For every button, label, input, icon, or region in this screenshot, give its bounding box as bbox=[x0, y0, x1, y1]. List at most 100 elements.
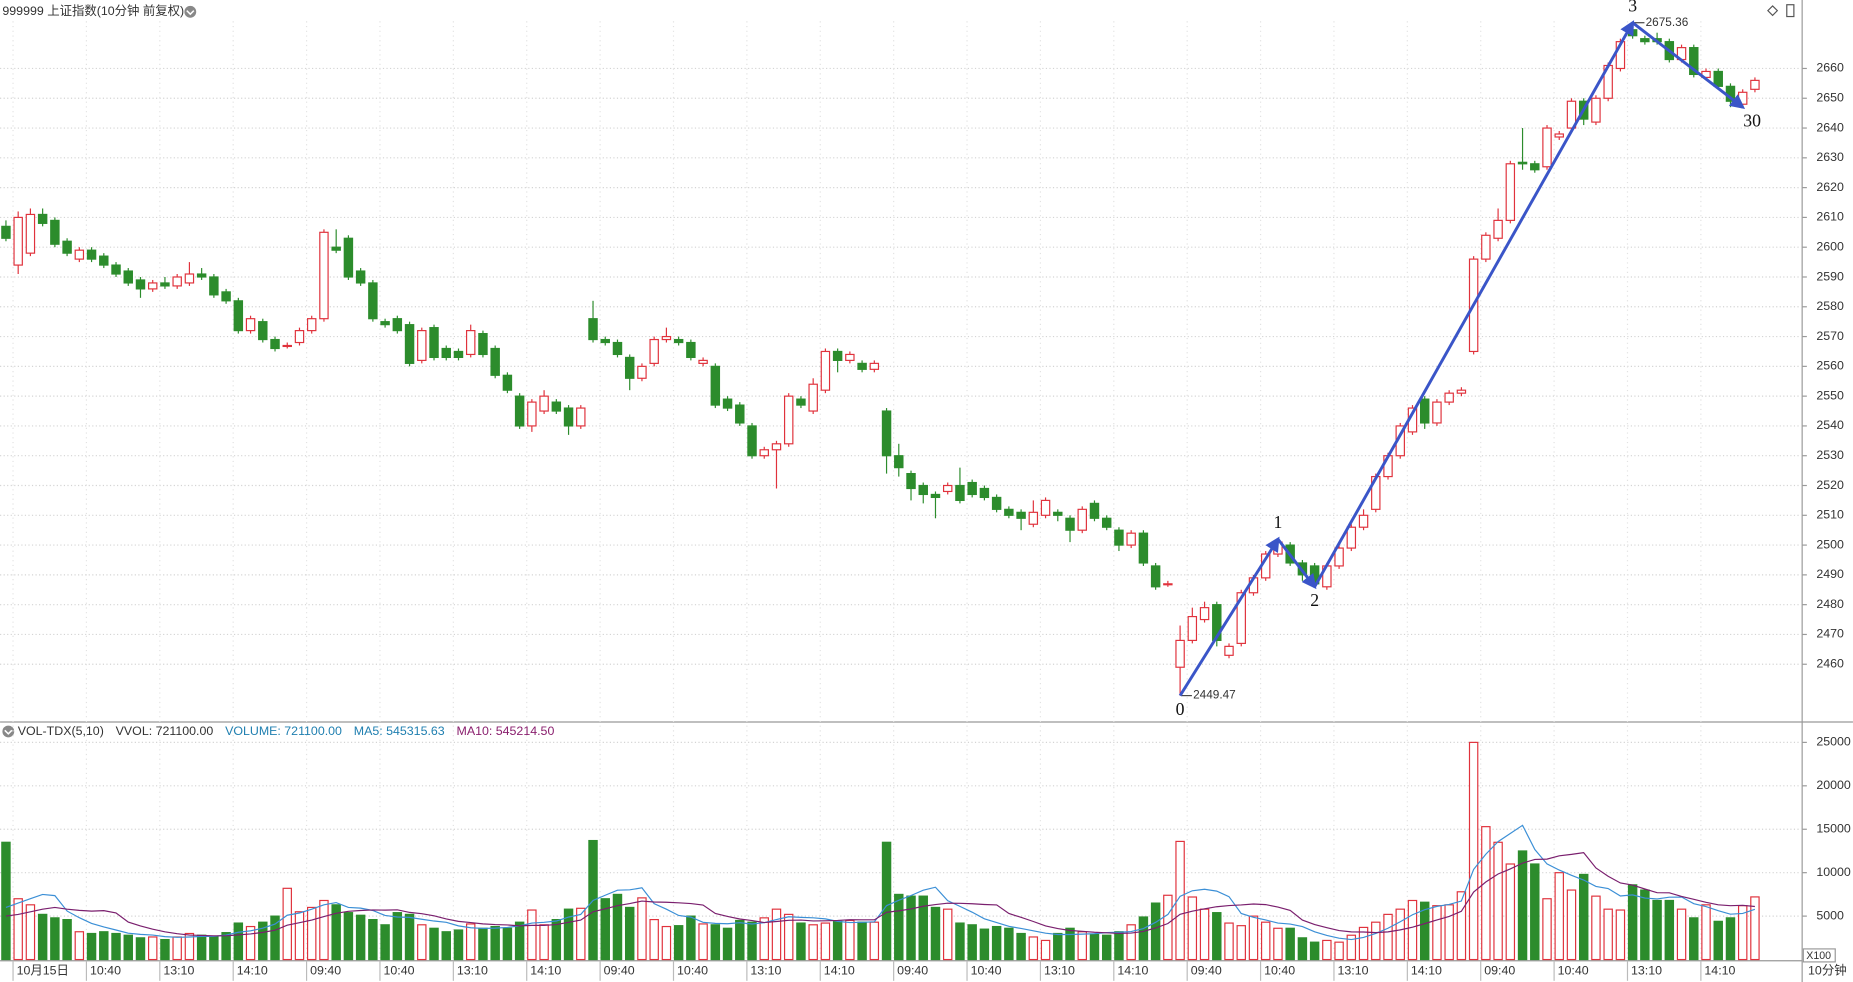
volume-bar bbox=[1285, 927, 1295, 961]
volume-bar bbox=[1273, 927, 1283, 961]
candle-body bbox=[355, 270, 366, 284]
candle-body bbox=[209, 276, 219, 296]
candle-body bbox=[306, 318, 317, 332]
x-tick-label: 13:10 bbox=[1044, 964, 1075, 978]
volume-bar bbox=[429, 927, 439, 961]
candle-body bbox=[172, 276, 182, 287]
wave-line bbox=[1631, 21, 1746, 109]
volume-bar bbox=[1065, 927, 1075, 961]
volume-bar bbox=[25, 904, 36, 961]
candle-body bbox=[1236, 592, 1246, 644]
candle-body bbox=[1542, 127, 1552, 168]
candle-body bbox=[881, 410, 892, 457]
candle-body bbox=[820, 350, 831, 391]
wave-line bbox=[1313, 20, 1635, 588]
candle-body bbox=[1737, 91, 1748, 105]
y-tick-label: 2580 bbox=[1816, 299, 1844, 313]
y-tick-label: 15000 bbox=[1816, 822, 1851, 836]
volume-bar bbox=[502, 927, 513, 961]
candle-body bbox=[698, 359, 708, 364]
volume-bar bbox=[270, 915, 280, 961]
volume-bar bbox=[86, 932, 97, 961]
wave-line bbox=[1276, 538, 1317, 590]
candle-body bbox=[1640, 38, 1650, 43]
candle-body bbox=[771, 443, 782, 451]
volume-bar bbox=[527, 909, 537, 961]
candle-body bbox=[429, 327, 439, 359]
volume-bar bbox=[37, 913, 48, 961]
candle-body bbox=[637, 365, 647, 379]
y-tick-label: 5000 bbox=[1816, 908, 1844, 922]
candle-body bbox=[588, 318, 598, 341]
y-tick-label: 2640 bbox=[1816, 120, 1844, 134]
volume-bar bbox=[514, 921, 525, 961]
candle-body bbox=[25, 213, 36, 254]
candle-body bbox=[1040, 499, 1051, 516]
volume-bar bbox=[1346, 934, 1357, 961]
candle-body bbox=[270, 338, 280, 350]
candle-body bbox=[1187, 615, 1198, 642]
candle-body bbox=[37, 213, 48, 224]
candle-body bbox=[576, 407, 586, 427]
candle-body bbox=[184, 273, 195, 284]
price-tag: 2449.47 bbox=[1193, 688, 1236, 702]
candle-body bbox=[368, 282, 378, 320]
candle-body bbox=[686, 341, 696, 359]
x-tick-label: 10:40 bbox=[677, 964, 708, 978]
y-tick-label: 2500 bbox=[1816, 537, 1844, 551]
volume-bar bbox=[1114, 931, 1124, 961]
candle-body bbox=[319, 231, 329, 320]
candle-body bbox=[1114, 529, 1124, 546]
volume-bar bbox=[13, 898, 23, 961]
candle-body bbox=[710, 365, 721, 406]
volume-bar bbox=[771, 908, 782, 961]
volume-bar bbox=[698, 923, 708, 961]
y-tick-label: 2570 bbox=[1816, 329, 1844, 343]
y-tick-label: 2470 bbox=[1816, 627, 1844, 641]
x-tick-label: 10:40 bbox=[1264, 964, 1295, 978]
candle-body bbox=[894, 455, 904, 469]
volume-bar bbox=[392, 912, 403, 961]
y-tick-label: 2520 bbox=[1816, 478, 1844, 492]
candle-body bbox=[331, 246, 341, 251]
volume-bar bbox=[1040, 939, 1051, 961]
candle-body bbox=[1530, 163, 1540, 171]
candle-body bbox=[1481, 234, 1491, 260]
ma5-line bbox=[5, 824, 1756, 941]
candle-body bbox=[1554, 133, 1564, 138]
volume-bar bbox=[845, 919, 855, 961]
candle-body bbox=[759, 449, 769, 457]
candle-body bbox=[1212, 604, 1222, 642]
candle-body bbox=[111, 264, 121, 275]
y-tick-label: 2620 bbox=[1816, 180, 1844, 194]
legend-entry: MA5: 545315.63 bbox=[354, 724, 445, 738]
candle-body bbox=[918, 484, 928, 496]
candle-body bbox=[1101, 517, 1112, 528]
volume-bar bbox=[50, 917, 60, 961]
title-menu[interactable] bbox=[184, 5, 197, 18]
x-tick-label: 09:40 bbox=[1484, 964, 1515, 978]
volume-bar bbox=[722, 927, 733, 961]
candle-body bbox=[624, 356, 635, 379]
volume-menu[interactable] bbox=[2, 725, 15, 738]
volume-bar bbox=[881, 841, 892, 961]
candle-body bbox=[1163, 583, 1173, 586]
volume-bar bbox=[955, 922, 965, 961]
volume-bar bbox=[894, 893, 904, 961]
volume-bar bbox=[355, 914, 366, 961]
volume-bar bbox=[465, 923, 476, 961]
volume-bar bbox=[1322, 939, 1332, 961]
candle-body bbox=[832, 350, 843, 361]
y-tick-label: 2530 bbox=[1816, 448, 1844, 462]
candle-body bbox=[1175, 639, 1185, 668]
legend-entry: VOL-TDX(5,10) bbox=[18, 724, 104, 738]
volume-bar bbox=[404, 913, 415, 961]
volume-bar bbox=[172, 936, 182, 961]
candle-body bbox=[1689, 47, 1699, 76]
toolbar-icons[interactable] bbox=[1767, 4, 1795, 18]
candle-body bbox=[123, 270, 133, 284]
candle-body bbox=[1505, 163, 1516, 221]
volume-bar bbox=[649, 918, 659, 961]
candle-body bbox=[1150, 565, 1161, 588]
y-tick-label: 2550 bbox=[1816, 388, 1844, 402]
